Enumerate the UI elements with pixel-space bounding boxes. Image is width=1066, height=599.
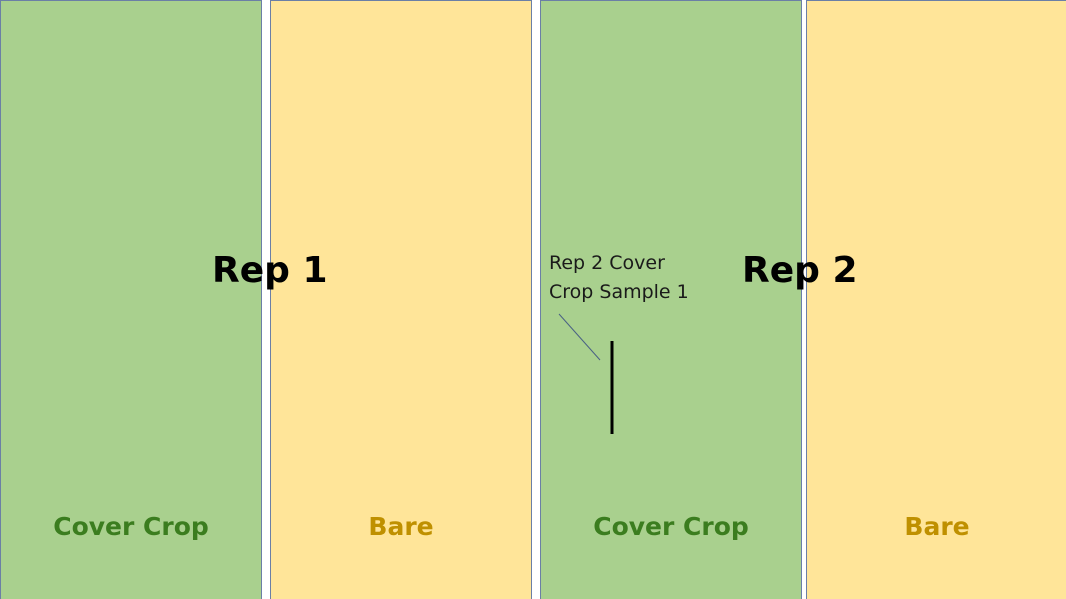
sample-callout-label: Rep 2 Cover Crop Sample 1 — [549, 249, 689, 307]
plot-rep1-cover-crop: Cover Crop — [0, 0, 262, 599]
plot-rep1-bare: Bare — [270, 0, 532, 599]
sample-callout-line-1: Rep 2 Cover — [549, 252, 665, 274]
plot-rep2-cover-crop: Cover Crop — [540, 0, 802, 599]
rep-2-label: Rep 2 — [742, 250, 858, 291]
plot-label-cover-crop: Cover Crop — [593, 512, 749, 541]
plot-label-cover-crop: Cover Crop — [53, 512, 209, 541]
plot-rep2-bare: Bare — [806, 0, 1066, 599]
rep-1-label: Rep 1 — [212, 250, 328, 291]
sample-callout-line-2: Crop Sample 1 — [549, 281, 689, 303]
plot-label-bare: Bare — [368, 512, 434, 541]
plot-label-bare: Bare — [904, 512, 970, 541]
